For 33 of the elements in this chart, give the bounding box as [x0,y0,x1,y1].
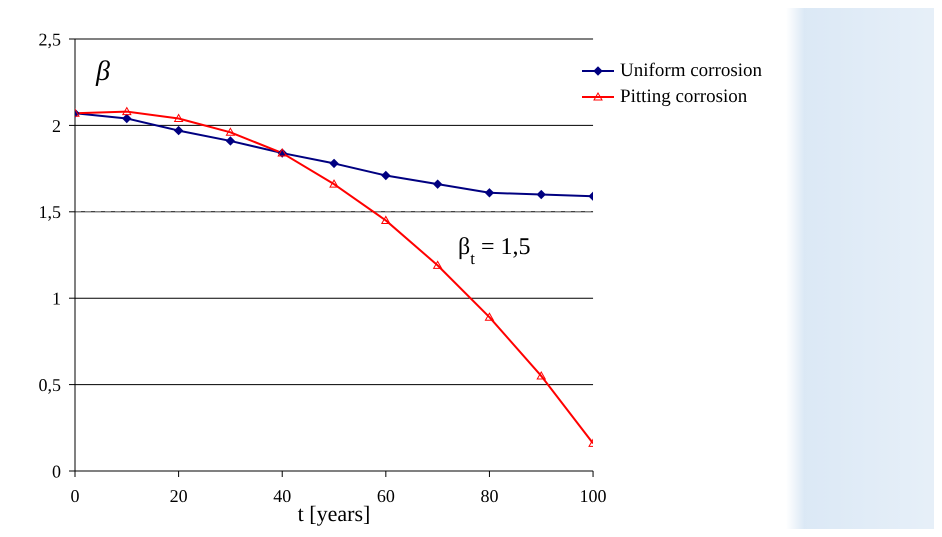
x-tick-label: 60 [376,486,395,506]
x-tick-label: 80 [480,486,498,506]
point [381,216,390,224]
y-tick-label: 0,5 [38,374,61,395]
point [330,158,339,168]
x-axis-title: t [years] [298,501,370,526]
point [536,371,546,380]
point [484,188,494,198]
x-tick-label: 100 [580,486,607,506]
y-tick-label: 1 [52,288,61,309]
point [174,126,184,136]
legend-label: Uniform corrosion [620,60,762,82]
x-tick-label: 40 [273,486,292,506]
x-tick-label: 0 [70,486,80,506]
point [536,190,546,200]
point [330,180,339,188]
y-tick-label: 2,5 [38,29,61,50]
y-axis-title: β [95,56,110,87]
point [381,171,390,180]
point [433,180,442,189]
y-tick-label: 1,5 [38,202,61,222]
point [226,128,235,136]
point [122,114,132,123]
point [122,107,132,116]
point [226,136,235,146]
legend-label: Pitting corrosion [620,86,748,108]
point [174,114,184,122]
ref-line-label: β$_{t}$ = 1,5 [458,234,530,268]
y-tick-label: 0 [52,461,61,482]
y-tick-label: 2 [52,116,61,136]
point [433,260,442,269]
x-tick-label: 20 [170,486,188,506]
point [484,312,494,321]
